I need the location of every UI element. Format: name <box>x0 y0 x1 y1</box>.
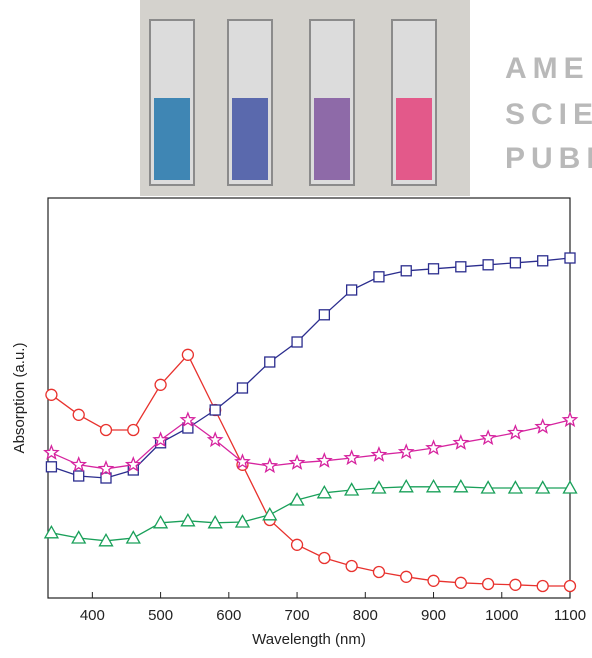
marker <box>155 379 166 390</box>
x-tick-label: 900 <box>421 607 446 624</box>
marker <box>292 539 303 550</box>
marker <box>538 256 548 266</box>
marker <box>182 349 193 360</box>
marker <box>45 446 58 459</box>
plot-frame <box>48 198 570 598</box>
marker <box>346 561 357 572</box>
marker <box>101 425 112 436</box>
marker <box>292 337 302 347</box>
x-tick-label: 400 <box>80 607 105 624</box>
marker <box>565 581 576 592</box>
marker <box>429 264 439 274</box>
marker <box>237 383 247 393</box>
marker <box>373 567 384 578</box>
marker <box>427 480 440 492</box>
series-line <box>51 487 570 541</box>
watermark: AME <box>505 52 590 85</box>
marker <box>73 409 84 420</box>
marker <box>510 258 520 268</box>
series-line <box>51 258 570 478</box>
marker <box>128 425 139 436</box>
marker <box>210 405 220 415</box>
marker <box>181 514 194 526</box>
marker <box>428 575 439 586</box>
marker <box>263 459 276 472</box>
marker <box>509 426 522 439</box>
figure: AME SCIE PUBL Wavelength (nm) Absorption… <box>0 0 592 658</box>
marker <box>74 471 84 481</box>
marker <box>127 532 140 544</box>
x-tick-label: 1000 <box>485 607 518 624</box>
y-axis-label: Absorption (a.u.) <box>11 343 28 454</box>
marker <box>536 482 549 494</box>
marker <box>454 436 467 449</box>
x-axis-label: Wavelength (nm) <box>252 631 366 648</box>
marker <box>564 482 577 494</box>
marker <box>454 480 467 492</box>
marker <box>319 553 330 564</box>
x-tick-label: 800 <box>353 607 378 624</box>
marker <box>510 579 521 590</box>
x-tick-label: 600 <box>216 607 241 624</box>
marker <box>536 420 549 433</box>
marker <box>537 581 548 592</box>
marker <box>265 357 275 367</box>
marker <box>401 266 411 276</box>
marker <box>345 451 358 464</box>
x-tick-label: 1100 <box>554 607 586 624</box>
marker <box>401 571 412 582</box>
marker <box>372 448 385 461</box>
marker <box>565 253 575 263</box>
marker <box>319 310 329 320</box>
marker <box>400 480 413 492</box>
marker <box>46 462 56 472</box>
marker <box>347 285 357 295</box>
marker <box>290 456 303 469</box>
marker <box>509 482 522 494</box>
marker <box>455 577 466 588</box>
marker <box>481 431 494 444</box>
watermark: SCIE <box>505 98 592 131</box>
x-tick-label: 700 <box>285 607 310 624</box>
marker <box>563 413 576 426</box>
marker <box>427 441 440 454</box>
marker <box>483 579 494 590</box>
x-tick-label: 500 <box>148 607 173 624</box>
marker <box>374 272 384 282</box>
marker <box>72 458 85 471</box>
marker <box>46 389 57 400</box>
marker <box>483 260 493 270</box>
marker <box>318 454 331 467</box>
marker <box>400 445 413 458</box>
marker <box>456 262 466 272</box>
watermark: PUBL <box>505 142 592 175</box>
marker <box>45 526 58 538</box>
